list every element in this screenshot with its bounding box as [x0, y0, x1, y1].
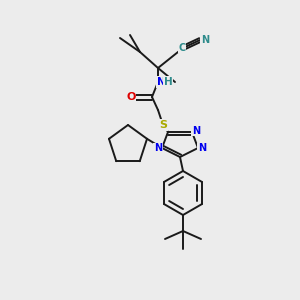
- Text: S: S: [159, 120, 167, 130]
- Text: H: H: [164, 77, 172, 87]
- Text: N: N: [157, 77, 165, 87]
- Text: C: C: [178, 43, 186, 53]
- Text: N: N: [154, 143, 162, 153]
- Text: N: N: [201, 35, 209, 45]
- Text: N: N: [192, 126, 200, 136]
- Text: N: N: [198, 143, 206, 153]
- Text: O: O: [126, 92, 136, 102]
